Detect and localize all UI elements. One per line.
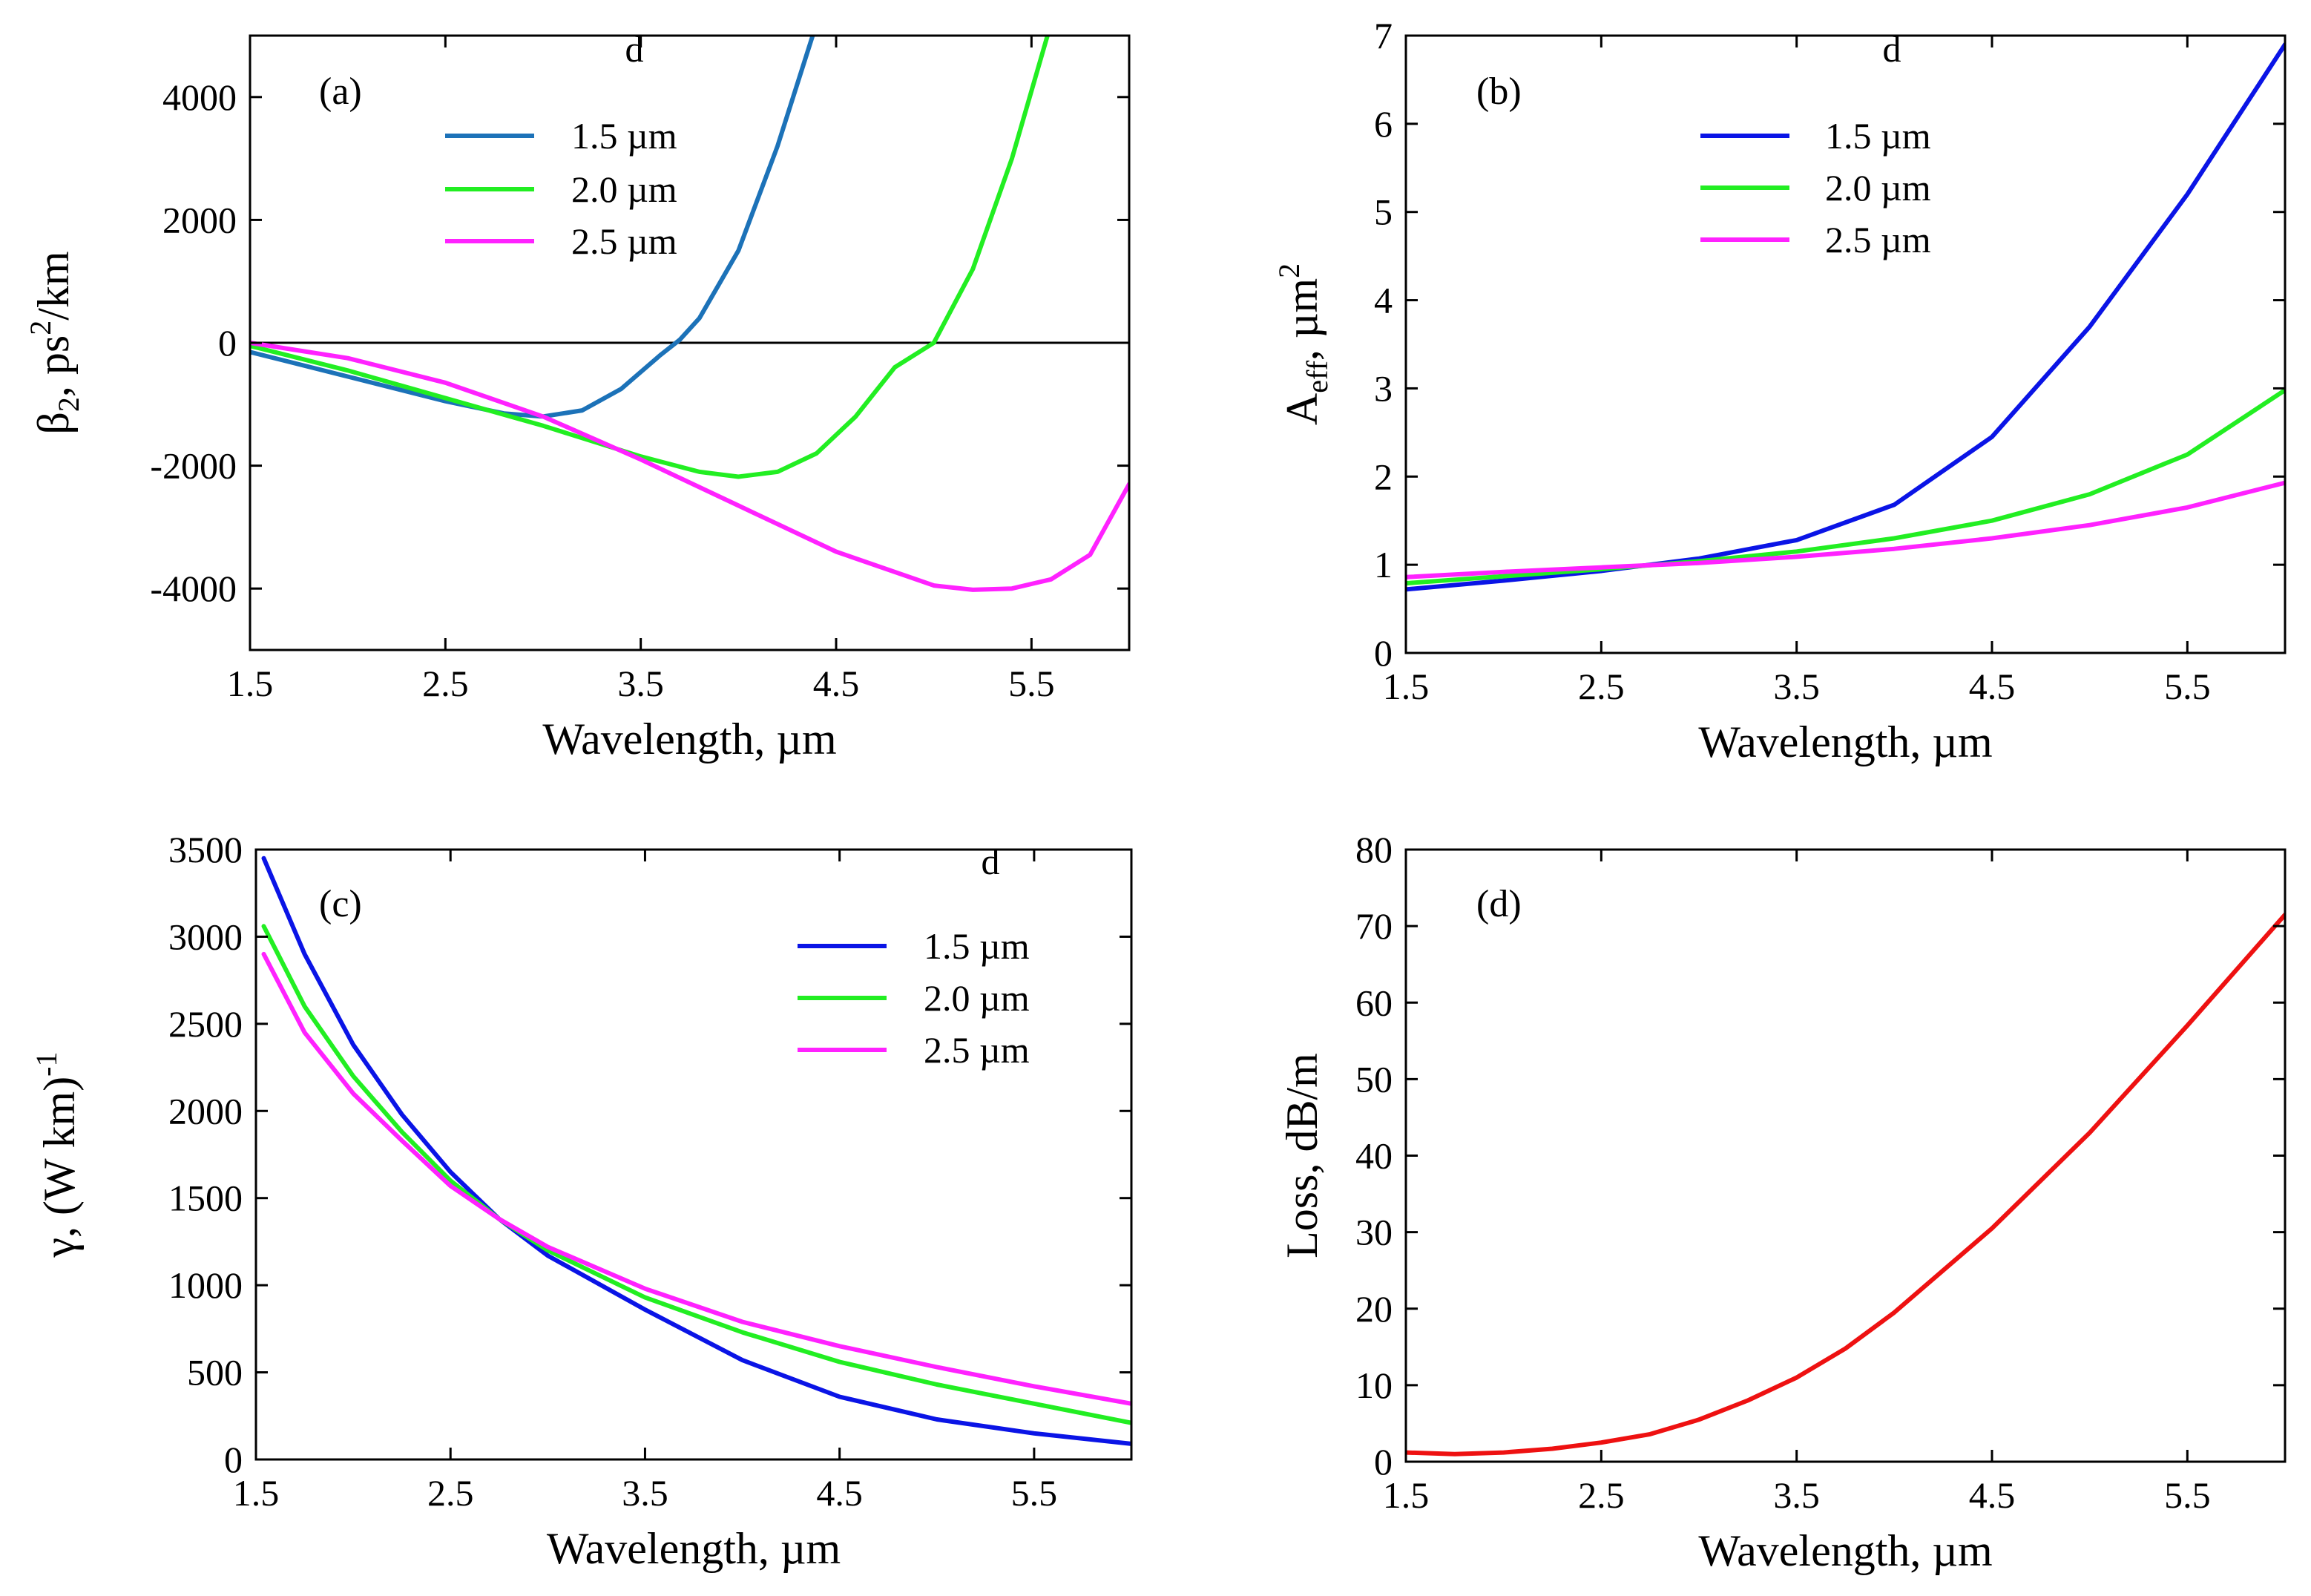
legend: d 1.5 µm 2.0 µm 2.5 µm <box>798 841 1030 1071</box>
x-tick-label: 5.5 <box>2164 666 2211 707</box>
x-axis-label: Wavelength, µm <box>1698 717 1992 766</box>
x-tick-label: 3.5 <box>1773 1474 1820 1516</box>
legend-entry: 2.0 µm <box>571 168 677 210</box>
y-tick-label: 3500 <box>168 829 243 870</box>
y-tick-label: -2000 <box>150 445 237 487</box>
x-axis-label: Wavelength, µm <box>542 715 836 763</box>
x-axis-label: Wavelength, µm <box>1698 1526 1992 1575</box>
panel-a: 1.5 2.5 3.5 4.5 5.5 -4000 -2000 0 2000 4000 Wavele… <box>24 28 1131 763</box>
legend-entry: 1.5 µm <box>924 925 1030 967</box>
series-line-b-2 <box>1406 480 2285 579</box>
legend-entry: 1.5 µm <box>571 115 677 157</box>
y-tick-label: 70 <box>1355 905 1393 947</box>
y-tick-label: 80 <box>1355 829 1393 870</box>
y-tick-label: 10 <box>1355 1365 1393 1406</box>
panel-b: 1.5 2.5 3.5 4.5 5.5 0 1 2 3 4 5 6 7 Wavelength, µm Aef… <box>1272 15 2287 766</box>
x-tick-label: 4.5 <box>816 1472 863 1514</box>
y-tick-label: 20 <box>1355 1288 1393 1330</box>
panel-label: (b) <box>1476 70 1522 113</box>
x-tick-label: 4.5 <box>1969 666 2016 707</box>
y-tick-label: 7 <box>1374 15 1393 56</box>
y-tick-label: 4 <box>1374 280 1393 321</box>
y-tick-label: 60 <box>1355 982 1393 1023</box>
y-tick-label: 30 <box>1355 1212 1393 1253</box>
series-line-c-0 <box>261 856 1131 1446</box>
series-line-c-2 <box>261 951 1131 1406</box>
plot-frame <box>1404 848 2287 1463</box>
legend-title: d <box>625 28 644 70</box>
y-tick-label: 2500 <box>168 1003 243 1045</box>
panel-d: 1.5 2.5 3.5 4.5 5.5 0 10 20 30 40 50 60 70 80 Waveleng… <box>1278 829 2287 1575</box>
y-tick-label: 0 <box>218 322 237 364</box>
panel-c: 1.5 2.5 3.5 4.5 5.5 0 500 1000 1500 2000 2500 3000 3… <box>30 829 1133 1573</box>
x-tick-label: 1.5 <box>1383 1474 1430 1516</box>
legend: d 1.5 µm 2.0 µm 2.5 µm <box>445 28 677 262</box>
y-axis-label: β2, ps2/km <box>24 251 85 434</box>
y-tick-label: 4000 <box>162 76 237 118</box>
series-line-b-0 <box>1406 42 2285 592</box>
legend-entry: 2.5 µm <box>571 220 677 262</box>
y-tick-label: 1 <box>1374 544 1393 585</box>
legend-entry: 2.0 µm <box>924 977 1030 1019</box>
y-axis-label: Loss, dB/m <box>1278 1053 1327 1258</box>
x-tick-label: 2.5 <box>1578 1474 1625 1516</box>
series-line-a-0 <box>250 36 815 419</box>
legend-entry: 2.5 µm <box>924 1029 1030 1071</box>
x-tick-label: 1.5 <box>1383 666 1430 707</box>
y-tick-label: 6 <box>1374 103 1393 145</box>
x-tick-label: 2.5 <box>427 1472 474 1514</box>
y-axis-label: Aeff, µm2 <box>1272 263 1334 425</box>
y-tick-label: 1500 <box>168 1178 243 1219</box>
series-line-b-1 <box>1406 387 2285 586</box>
y-tick-label: 50 <box>1355 1058 1393 1100</box>
series-line-d-0 <box>1406 912 2285 1457</box>
y-tick-label: 3000 <box>168 916 243 957</box>
plot-frame <box>1404 34 2287 654</box>
series-line-a-1 <box>250 36 1051 479</box>
y-tick-label: 2 <box>1374 456 1393 497</box>
legend-entry: 2.5 µm <box>1825 219 1931 260</box>
x-tick-label: 5.5 <box>1008 663 1055 704</box>
y-tick-label: 3 <box>1374 367 1393 409</box>
y-tick-label: 0 <box>224 1439 243 1480</box>
legend: d 1.5 µm 2.0 µm 2.5 µm <box>1700 28 1931 260</box>
legend-entry: 2.0 µm <box>1825 167 1931 208</box>
y-tick-label: 0 <box>1374 1441 1393 1482</box>
y-tick-label: 2000 <box>162 199 237 240</box>
x-tick-label: 4.5 <box>813 663 860 704</box>
x-tick-label: 2.5 <box>422 663 469 704</box>
y-tick-label: -4000 <box>150 568 237 609</box>
plot-frame <box>254 848 1133 1461</box>
x-tick-label: 5.5 <box>2164 1474 2211 1516</box>
y-tick-label: 2000 <box>168 1090 243 1132</box>
x-tick-label: 5.5 <box>1011 1472 1058 1514</box>
y-tick-label: 40 <box>1355 1135 1393 1177</box>
legend-title: d <box>1883 28 1901 70</box>
x-tick-label: 1.5 <box>233 1472 280 1514</box>
x-tick-label: 2.5 <box>1578 666 1625 707</box>
y-tick-label: 500 <box>187 1352 243 1393</box>
panel-label: (a) <box>319 70 362 113</box>
x-tick-label: 1.5 <box>227 663 274 704</box>
panel-label: (d) <box>1476 883 1522 925</box>
x-tick-label: 3.5 <box>617 663 664 704</box>
x-axis-label: Wavelength, µm <box>547 1524 841 1573</box>
x-tick-label: 3.5 <box>1773 666 1820 707</box>
x-tick-label: 4.5 <box>1969 1474 2016 1516</box>
panel-label: (c) <box>319 883 362 925</box>
legend-title: d <box>982 841 1000 882</box>
y-axis-label: γ, (W km)-1 <box>30 1051 84 1258</box>
y-tick-label: 1000 <box>168 1264 243 1306</box>
series-line-a-2 <box>250 341 1129 592</box>
series-line-c-1 <box>261 924 1131 1425</box>
x-tick-label: 3.5 <box>622 1472 668 1514</box>
y-tick-label: 5 <box>1374 191 1393 233</box>
y-tick-label: 0 <box>1374 632 1393 674</box>
legend-entry: 1.5 µm <box>1825 115 1931 157</box>
